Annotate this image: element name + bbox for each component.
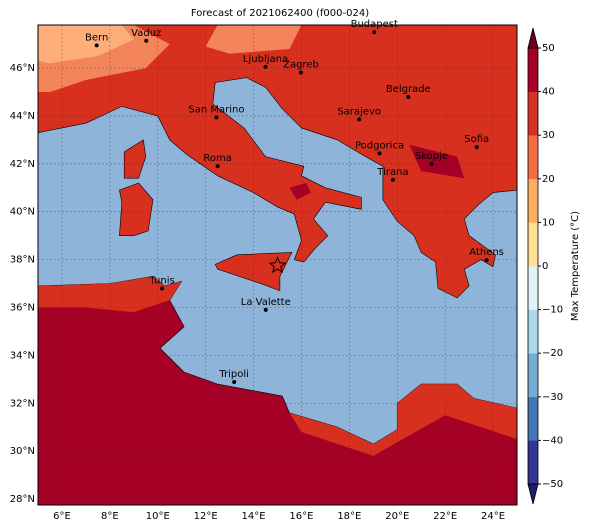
city-dot (215, 164, 220, 169)
east-alps (205, 25, 302, 54)
colorbar-tick-label: 30 (542, 130, 555, 141)
balkan-hot (409, 144, 465, 179)
y-tick-label: 46°N (10, 63, 35, 74)
x-tick-label: 10°E (146, 511, 170, 522)
plot-frame (37, 24, 518, 506)
colorbar-tick-label: 0 (542, 261, 548, 272)
y-tick-label: 42°N (10, 159, 35, 170)
star-marker (268, 256, 287, 274)
city-dot (214, 115, 219, 120)
x-tick-label: 20°E (385, 511, 409, 522)
corsica (123, 139, 147, 179)
sardinia (119, 182, 154, 236)
colorbar-band (528, 266, 538, 310)
city-label: Tripoli (218, 369, 249, 380)
colorbar-label: Max Temperature (°C) (570, 211, 581, 321)
y-tick-label: 34°N (10, 350, 35, 361)
city-dot (94, 43, 99, 48)
colorbar-tick-label: 40 (542, 87, 555, 98)
colorbar-band (528, 396, 538, 441)
city-label: Ljubljana (243, 54, 288, 65)
x-tick-label: 18°E (337, 511, 361, 522)
city-label: Skopje (415, 151, 448, 162)
city-dot (144, 38, 149, 43)
colorbar-band (528, 178, 538, 223)
y-tick-label: 40°N (10, 207, 35, 218)
x-tick-label: 24°E (481, 511, 505, 522)
city-label: Budapest (351, 19, 398, 30)
city-dot (474, 145, 479, 150)
city-label: Roma (203, 153, 232, 164)
colorbar-tick-label: 10 (542, 217, 555, 228)
city-label: Sarajevo (337, 106, 381, 117)
city-label: Podgorica (355, 140, 404, 151)
colorbar-band (528, 48, 538, 92)
colorbar-tick-label: 20 (542, 174, 555, 185)
city-dot (298, 70, 303, 75)
colorbar-band (528, 135, 538, 180)
y-tick-label: 28°N (10, 494, 35, 505)
city-label: Sofia (464, 134, 489, 145)
colorbar: −50 −40 −30 −20 −10 0 10 20 30 40 50 Max Temperatur… (527, 27, 581, 505)
sicily (214, 252, 293, 292)
city-dot (160, 286, 165, 291)
x-tick-label: 8°E (101, 511, 119, 522)
y-tick-label: 30°N (10, 446, 35, 457)
x-tick-label: 6°E (53, 511, 71, 522)
city-label: San Marino (188, 104, 244, 115)
city-dot (357, 117, 362, 122)
colorbar-tick-label: −10 (542, 305, 563, 316)
city-label: Tunis (148, 275, 174, 286)
city-dot (232, 379, 237, 384)
city-dot (372, 30, 377, 35)
map-area (38, 25, 517, 505)
colorbar-band (528, 91, 538, 136)
city-dot (263, 307, 268, 312)
libya-coast (289, 384, 517, 456)
colorbar-tick-label: 50 (542, 43, 555, 54)
city-dot (484, 258, 489, 263)
apulia-hot (289, 183, 312, 200)
city-label: Belgrade (386, 84, 431, 95)
colorbar-tick-label: −40 (542, 435, 563, 446)
x-tick-label: 22°E (433, 511, 457, 522)
city-dot (390, 177, 395, 182)
y-tick-label: 44°N (10, 111, 35, 122)
colorbar-band (528, 309, 538, 354)
y-tick-label: 38°N (10, 255, 35, 266)
y-tick-label: 36°N (10, 302, 35, 313)
colorbar-tick-label: −20 (542, 348, 563, 359)
colorbar-band (528, 222, 538, 267)
colorbar-band (528, 353, 538, 398)
city-dot (406, 94, 411, 99)
city-label: La Valette (241, 297, 291, 308)
y-tick-label: 32°N (10, 398, 35, 409)
colorbar-tick-label: −50 (542, 479, 563, 490)
city-label: Athens (469, 247, 504, 258)
x-tick-label: 14°E (242, 511, 266, 522)
colorbar-over (527, 27, 539, 49)
city-label: Bern (85, 32, 108, 43)
colorbar-under (527, 483, 539, 505)
x-tick-label: 16°E (289, 511, 313, 522)
city-dot (377, 151, 382, 156)
x-tick-label: 12°E (194, 511, 218, 522)
colorbar-tick-label: −30 (542, 392, 563, 403)
city-label: Tirana (376, 167, 408, 178)
title: Forecast of 2021062400 (f000-024) (191, 8, 369, 19)
colorbar-band (528, 440, 538, 485)
city-label: Vaduz (131, 28, 161, 39)
city-label: Zagreb (283, 60, 319, 71)
